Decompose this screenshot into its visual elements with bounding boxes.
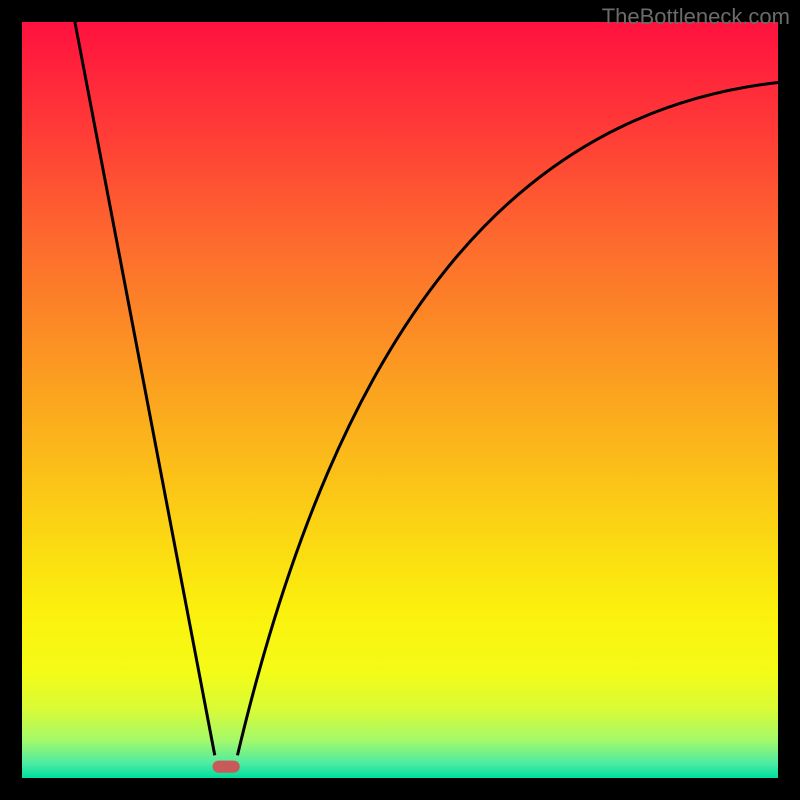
- chart-container: TheBottleneck.com: [0, 0, 800, 800]
- plot-background: [22, 22, 778, 778]
- bottleneck-chart: [0, 0, 800, 800]
- watermark-text: TheBottleneck.com: [602, 4, 790, 30]
- optimal-marker: [213, 761, 240, 773]
